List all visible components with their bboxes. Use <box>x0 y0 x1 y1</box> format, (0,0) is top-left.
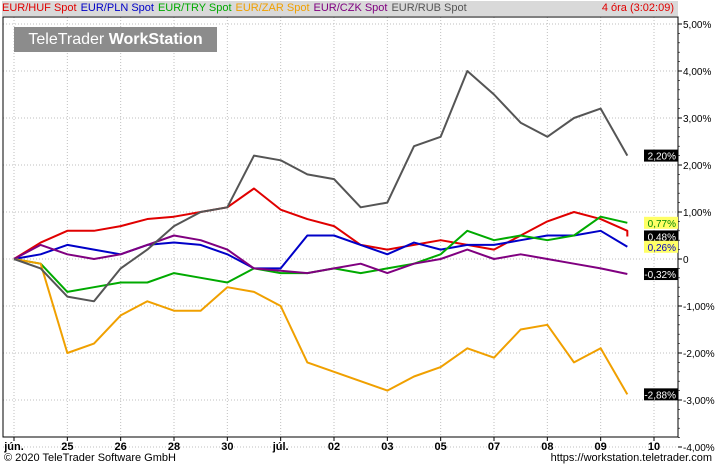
x-tick-label: 25 <box>61 441 73 453</box>
last-value-tag-text: 0,26% <box>648 243 676 254</box>
logo-text-1: TeleTrader <box>28 31 105 48</box>
last-value-tag: 2,20% <box>644 149 678 163</box>
logo-text-2: WorkStation <box>108 31 203 48</box>
series-line <box>13 229 628 270</box>
legend-bar: EUR/HUF Spot EUR/PLN Spot EUR/TRY Spot EUR/… <box>2 1 678 16</box>
last-value-tag-bg <box>644 240 678 253</box>
last-value-tag: 0,26% <box>644 240 678 254</box>
x-tick-label: 08 <box>541 441 553 453</box>
chart-grid <box>3 17 678 448</box>
x-tick-label: 10 <box>648 441 660 453</box>
y-tick-label: -2,00% <box>683 349 715 360</box>
x-tick-label: 07 <box>488 441 500 453</box>
series-line <box>13 70 629 303</box>
series-line <box>13 187 629 260</box>
chart-lines <box>13 70 629 395</box>
y-tick-label: 2,00% <box>683 161 711 172</box>
last-value-tag-text: -2,88% <box>644 390 676 401</box>
last-value-tag-text: 0,77% <box>648 219 676 230</box>
y-tick-label: 5,00% <box>683 20 711 31</box>
legend-items: EUR/HUF Spot EUR/PLN Spot EUR/TRY Spot EUR/… <box>2 2 471 14</box>
x-tick-label: 28 <box>168 441 180 453</box>
copyright-text: © 2020 TeleTrader Software GmbH <box>4 452 176 464</box>
last-value-tag: -2,88% <box>644 388 678 401</box>
x-tick-label: 09 <box>595 441 607 453</box>
x-tick-label: 26 <box>115 441 127 453</box>
legend-item: EUR/RUB Spot <box>391 2 467 14</box>
last-value-tag: 0,48% <box>644 230 678 243</box>
y-tick-label: 4,00% <box>683 67 711 78</box>
legend-item: EUR/ZAR Spot <box>235 2 310 14</box>
last-value-tag-bg <box>644 388 678 401</box>
x-tick-label: 05 <box>435 441 447 453</box>
x-tick-label: 02 <box>328 441 340 453</box>
last-value-tag-bg <box>644 216 678 229</box>
x-tick-label: júl. <box>272 441 289 453</box>
legend-item: EUR/CZK Spot <box>313 2 388 14</box>
last-value-tag-bg <box>644 268 678 281</box>
x-tick-label: 30 <box>221 441 233 453</box>
last-value-tag-text: 2,20% <box>648 152 676 163</box>
footer: © 2020 TeleTrader Software GmbH https://… <box>0 450 718 466</box>
last-value-tag-text: -0,32% <box>644 270 676 281</box>
footer-url[interactable]: https://workstation.teletrader.com <box>550 452 712 464</box>
series-line <box>13 258 629 395</box>
y-tick-label: -3,00% <box>683 396 715 407</box>
series-line <box>13 234 628 276</box>
teletrader-logo: TeleTrader WorkStation <box>14 27 217 52</box>
x-tick-label: jún. <box>3 441 24 453</box>
last-value-tag-text: 0,48% <box>648 232 676 243</box>
last-value-tag: -0,32% <box>644 268 678 281</box>
y-tick-label: -4,00% <box>683 443 715 454</box>
y-tick-label: 0 <box>683 255 689 266</box>
chart-last-value-tags: 0,48%0,26% 0,77% -2,88% -0,32% 2,20% <box>644 149 678 401</box>
last-value-tag-bg <box>644 149 678 162</box>
last-value-tag-bg <box>644 230 678 243</box>
timeframe-label: 4 óra (3:02:09) <box>601 2 674 14</box>
legend-item: EUR/TRY Spot <box>157 2 232 14</box>
y-tick-label: 1,00% <box>683 208 711 219</box>
last-value-tag: 0,77% <box>644 216 678 230</box>
x-tick-label: 03 <box>381 441 393 453</box>
y-tick-label: 3,00% <box>683 114 711 125</box>
y-tick-label: -1,00% <box>683 302 715 313</box>
legend-item: EUR/PLN Spot <box>80 2 154 14</box>
legend-item: EUR/HUF Spot <box>2 2 77 14</box>
